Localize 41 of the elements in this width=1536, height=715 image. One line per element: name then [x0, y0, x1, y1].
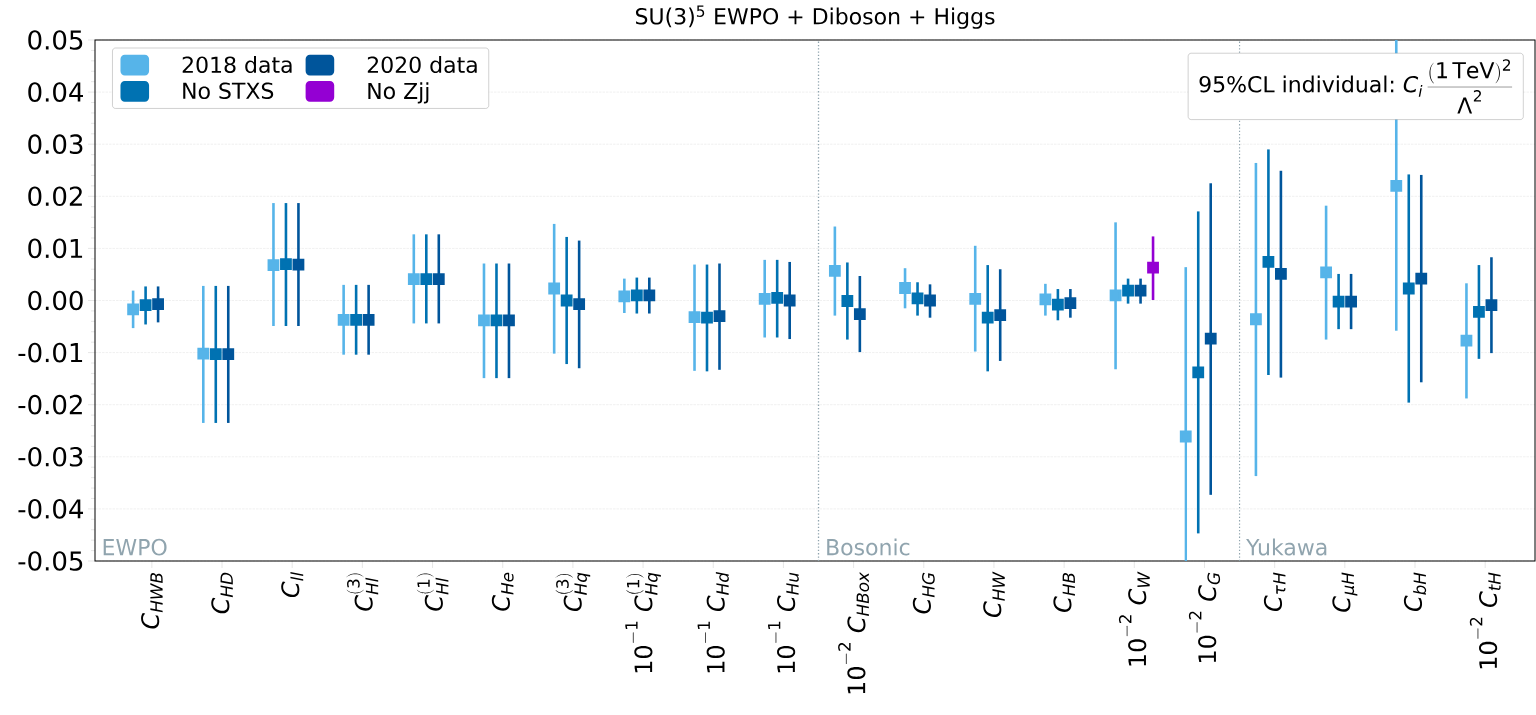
x-tick-label: $C_{Hl}^{(3)}$ — [346, 573, 379, 611]
y-tick-label: 0.04 — [28, 82, 84, 102]
y-tick-label: 0.03 — [28, 134, 83, 155]
legend-label: 2018 data — [182, 56, 292, 74]
x-tick-label: $10^{-1}\ C_{Hu}$ — [768, 572, 799, 673]
legend-label: No Zjj — [368, 82, 429, 104]
x-tick-label: $C_{ll}$ — [281, 572, 304, 598]
y-tick-label: 0.00 — [28, 290, 83, 311]
y-tick-label: 0.05 — [28, 30, 83, 50]
x-tick-label: $10^{-1}\ C_{Hq}^{(1)}$ — [625, 572, 661, 673]
x-tick-label: $C_{He}$ — [491, 572, 514, 611]
x-tick-label: $10^{-2}\ C_{G}$ — [1188, 572, 1221, 662]
x-tick-label: $C_{Hl}^{(1)}$ — [416, 573, 449, 611]
x-tick-label: $C_{\mu H}$ — [1332, 572, 1358, 612]
legend-label: No STXS — [183, 82, 274, 100]
x-tick-label: $10^{-2}\ C_{HBox}$ — [838, 571, 870, 694]
x-tick-label: $C_{HWB}$ — [141, 573, 163, 629]
x-tick-label: $C_{HB}$ — [1053, 573, 1075, 612]
x-tick-label: $C_{HW}$ — [983, 571, 1005, 618]
y-tick-label: 0.02 — [28, 186, 82, 207]
annotation: $C_i\,\frac{(1\,\mathrm{TeV})^2}{\Lambda^2}$ — [1403, 59, 1513, 114]
legend-label: 2020 data — [367, 56, 477, 74]
x-tick-label: $C_{\tau H}$ — [1263, 572, 1286, 612]
x-tick-label: $10^{-2}\ C_{tH}$ — [1469, 572, 1501, 669]
y-tick-label: -0.04 — [18, 499, 84, 519]
annotation: Yukawa — [1246, 538, 1327, 556]
y-tick-label: -0.05 — [18, 551, 83, 571]
y-tick-label: 0.01 — [28, 238, 83, 259]
y-tick-label: -0.02 — [18, 394, 82, 415]
x-tick-label: $C_{HD}$ — [211, 572, 233, 614]
chart-title: SU(3)$^{5}$ EWPO + Diboson + Higgs — [635, 5, 995, 29]
x-tick-label: $C_{Hq}^{(3)}$ — [555, 572, 591, 612]
annotation: 95%CL individual: — [1199, 75, 1394, 93]
annotation: Bosonic — [827, 538, 910, 556]
annotation: EWPO — [103, 538, 167, 556]
x-tick-label: $C_{HG}$ — [912, 572, 935, 614]
y-tick-label: -0.01 — [18, 342, 83, 363]
x-tick-label: $C_{bH}$ — [1403, 572, 1427, 612]
x-tick-label: $10^{-2}\ C_{W}$ — [1118, 571, 1150, 666]
y-tick-label: -0.03 — [18, 446, 83, 467]
x-tick-label: $10^{-1}\ C_{Hd}$ — [697, 571, 729, 673]
